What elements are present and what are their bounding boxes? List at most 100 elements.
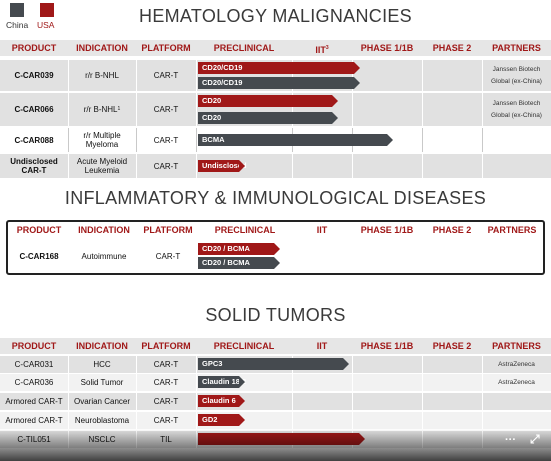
col-indication: INDICATION [76, 341, 128, 351]
indication-name: Autoimmune [81, 251, 127, 261]
partner-info: AstraZeneca [498, 360, 535, 368]
col-product: PRODUCT [11, 341, 57, 351]
col-phase2: PHASE 2 [432, 341, 472, 351]
column-divider [68, 374, 69, 391]
column-divider [68, 60, 69, 91]
column-divider [422, 374, 423, 391]
column-divider [196, 356, 197, 373]
column-divider [352, 154, 353, 178]
column-divider [136, 412, 137, 429]
solid-section-title: SOLID TUMORS [205, 305, 346, 325]
platform-name: CAR-T [153, 360, 179, 369]
phase-bar: CD20/CD19 [198, 62, 360, 74]
col-phase2: PHASE 2 [432, 43, 472, 53]
col-iit-sup: 3 [325, 45, 329, 51]
column-divider [136, 128, 137, 152]
col-iit: IIT3 [292, 40, 352, 56]
column-divider [352, 393, 353, 410]
solid-row: Armored CAR-T Ovarian Cancer CAR-T Claudin … [0, 393, 551, 410]
column-divider [136, 374, 137, 391]
column-divider [482, 393, 483, 410]
phase-bar: CD20 / BCMA [198, 257, 280, 269]
column-divider [482, 60, 483, 91]
col-preclinical: PRECLINICAL [213, 341, 275, 351]
phase-bar: BCMA [198, 134, 393, 146]
col-iit-label: IIT [315, 45, 326, 55]
platform-name: CAR-T [153, 161, 179, 171]
heme-section-title: HEMATOLOGY MALIGNANCIES [139, 6, 412, 26]
column-divider [422, 128, 423, 152]
column-divider [68, 128, 69, 152]
col-preclinical: PRECLINICAL [213, 43, 275, 53]
column-divider [68, 93, 69, 126]
col-iit: IIT [316, 341, 328, 351]
column-divider [422, 60, 423, 91]
column-divider [422, 412, 423, 429]
column-divider [136, 393, 137, 410]
partner-line: Global (ex-China) [491, 111, 542, 119]
indication-name: r/r B-NHL 1 [83, 105, 121, 114]
column-divider [196, 412, 197, 429]
heme-row: Undisclosed CAR-T Acute Myeloid Leukemia C… [0, 154, 551, 178]
column-divider [292, 393, 293, 410]
solid-row: C-CAR031 HCC CAR-T AstraZeneca GPC3 [0, 356, 551, 373]
platform-name: CAR-T [153, 378, 179, 387]
column-divider [136, 60, 137, 91]
column-divider [482, 154, 483, 178]
more-options-icon[interactable]: ··· [505, 434, 516, 446]
column-divider [68, 412, 69, 429]
col-iit: IIT [316, 225, 328, 235]
col-partners: PARTNERS [492, 43, 541, 53]
phase-bar: GD2 [198, 414, 245, 426]
heme-row: C-CAR088 r/r Multiple Myeloma CAR-T BCMA [0, 128, 551, 152]
column-divider [292, 93, 293, 126]
indication-name: Neuroblastoma [74, 416, 130, 425]
col-product: PRODUCT [16, 225, 62, 235]
indication-name: r/r B-NHL [85, 71, 119, 80]
column-divider [482, 93, 483, 126]
column-divider [482, 374, 483, 391]
heme-row: C-CAR039 r/r B-NHL CAR-T Janssen Biotech Glo… [0, 60, 551, 91]
product-name: C-CAR088 [14, 135, 54, 145]
col-product: PRODUCT [11, 43, 57, 53]
column-divider [136, 154, 137, 178]
col-indication: INDICATION [76, 43, 128, 53]
phase-bar: Claudin 6 [198, 395, 245, 407]
col-platform: PLATFORM [141, 43, 191, 53]
indication-name: Solid Tumor [80, 378, 124, 387]
phase-bar: Claudin 18.2 [198, 376, 246, 388]
column-divider [196, 60, 197, 91]
indication-name: r/r Multiple Myeloma [83, 131, 121, 149]
col-phase2: PHASE 2 [432, 225, 472, 235]
column-divider [352, 356, 353, 373]
product-name: C-CAR031 [14, 360, 54, 369]
heme-row: C-CAR066 r/r B-NHL 1 CAR-T Janssen Biotech Gl… [0, 93, 551, 126]
column-divider [422, 393, 423, 410]
partner-line: Janssen Biotech [492, 99, 541, 107]
usa-swatch [40, 3, 54, 17]
partner-info: AstraZeneca [498, 378, 535, 386]
column-divider [136, 93, 137, 126]
platform-name: CAR-T [153, 397, 179, 406]
indication-footnote: 1 [117, 106, 121, 112]
solid-row: C-CAR036 Solid Tumor CAR-T AstraZeneca Claud… [0, 374, 551, 391]
column-divider [482, 128, 483, 152]
phase-bar: CD20 [198, 95, 338, 107]
media-overlay [0, 429, 551, 461]
platform-name: CAR-T [153, 71, 179, 80]
platform-name: CAR-T [153, 416, 179, 425]
column-divider [68, 393, 69, 410]
product-name: Armored CAR-T [5, 397, 63, 406]
inflam-column-header: PRODUCT INDICATION PLATFORM PRECLINICAL … [0, 222, 551, 238]
platform-name: CAR-T [153, 105, 179, 114]
expand-icon[interactable]: ⤢ [530, 432, 540, 446]
partner-info: Janssen Biotech Global (ex-China) [482, 60, 551, 91]
product-name: C-CAR168 [19, 251, 59, 261]
col-indication: INDICATION [78, 225, 130, 235]
column-divider [292, 412, 293, 429]
partner-line: Janssen Biotech [492, 65, 541, 73]
column-divider [68, 154, 69, 178]
column-divider [196, 128, 197, 152]
platform-name: CAR-T [155, 251, 181, 261]
phase-bar: CD20/CD19 [198, 77, 360, 89]
